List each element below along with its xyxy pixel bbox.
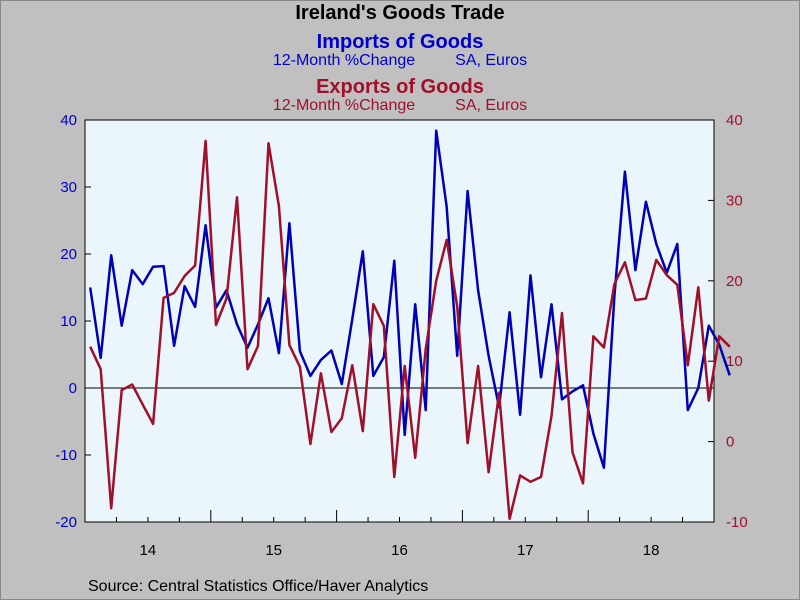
imports-series-line (88, 129, 731, 469)
imports-unit: SA, Euros (455, 52, 528, 69)
right-axis-tick-label: 40 (726, 112, 743, 129)
x-axis-tick-label: 17 (517, 542, 534, 559)
right-axis-tick-label: 0 (726, 434, 734, 451)
left-axis-tick-label: -10 (55, 447, 77, 464)
x-axis-tick-label: 15 (265, 542, 282, 559)
left-axis-tick-label: -20 (55, 514, 77, 531)
exports-subtitle: 12-Month %Change SA, Euros (0, 97, 800, 115)
imports-title: Imports of Goods (316, 31, 484, 53)
left-axis-tick-label: 10 (60, 313, 77, 330)
source-note: Source: Central Statistics Office/Haver … (88, 578, 429, 595)
right-axis-tick-label: 20 (726, 273, 743, 290)
left-axis-tick-label: 40 (60, 112, 77, 129)
right-axis-tick-label: -10 (726, 514, 748, 531)
exports-series-line (89, 139, 731, 521)
exports-title: Exports of Goods (316, 76, 484, 98)
x-axis-tick-label: 16 (391, 542, 408, 559)
left-axis-tick-label: 0 (69, 380, 77, 397)
exports-unit: SA, Euros (455, 97, 528, 114)
exports-measure: 12-Month %Change (272, 97, 416, 114)
left-axis-tick-label: 20 (60, 246, 77, 263)
chart-title: Ireland's Goods Trade (295, 2, 505, 24)
right-axis-tick-label: 10 (726, 353, 743, 370)
right-axis-tick-label: 30 (726, 192, 743, 209)
x-axis-tick-label: 14 (140, 542, 157, 559)
imports-subtitle: 12-Month %Change SA, Euros (0, 52, 800, 70)
x-axis-tick-label: 18 (643, 542, 660, 559)
imports-measure: 12-Month %Change (272, 52, 416, 69)
left-axis-tick-label: 30 (60, 179, 77, 196)
